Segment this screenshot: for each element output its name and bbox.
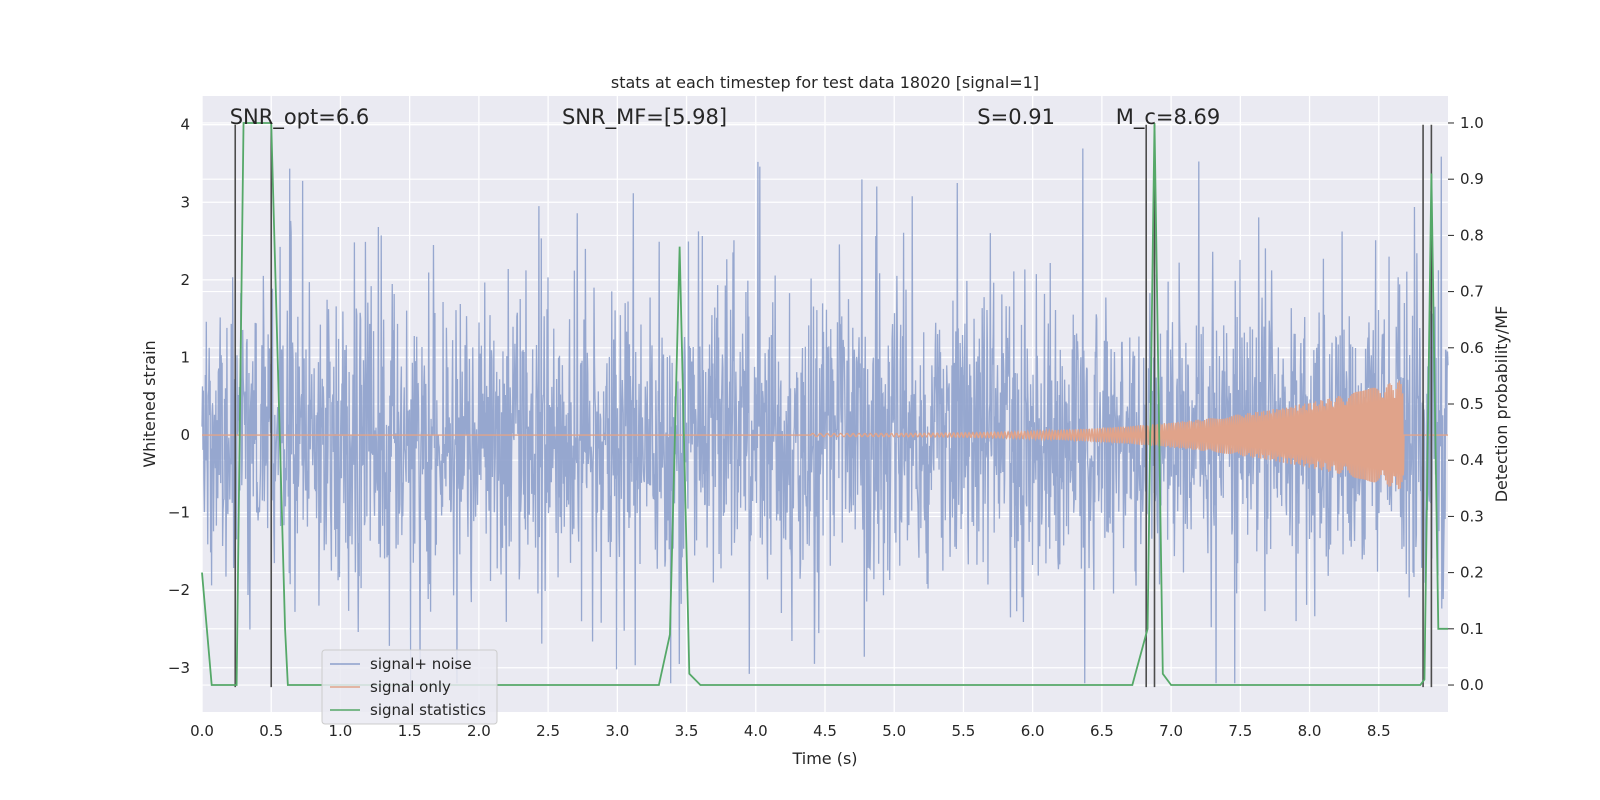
y-left-ticks: −3 −2 −1 0 1 2 3 4 <box>168 116 190 677</box>
x-tick-label: 0.5 <box>259 722 283 740</box>
y-right-tick-label: 0.9 <box>1460 170 1484 188</box>
y-right-tick-label: 0.0 <box>1460 676 1484 694</box>
y-left-tick-label: 1 <box>180 348 190 366</box>
signal-only-line <box>202 380 1448 490</box>
y-left-tick-label: −1 <box>168 504 190 522</box>
x-tick-label: 6.5 <box>1090 722 1114 740</box>
y-right-tick-label: 0.8 <box>1460 226 1484 244</box>
annotation-text: SNR_opt=6.6 <box>230 105 370 130</box>
chart-title: stats at each timestep for test data 180… <box>611 73 1039 92</box>
y-left-tick-label: −3 <box>168 659 190 677</box>
y-right-ticks: 0.0 0.1 0.2 0.3 0.4 0.5 0.6 0.7 0.8 0.9 1.0 <box>1448 114 1484 694</box>
vertical-markers <box>234 124 1433 688</box>
y-right-tick-label: 0.1 <box>1460 620 1484 638</box>
legend-label-signal-only: signal only <box>370 678 451 696</box>
y-left-tick-label: 0 <box>180 426 190 444</box>
y-right-tick-label: 0.6 <box>1460 339 1484 357</box>
signal-only-series <box>202 380 1448 490</box>
y-left-tick-label: 3 <box>180 193 190 211</box>
y-right-tick-label: 0.7 <box>1460 283 1484 301</box>
legend-box <box>321 649 498 725</box>
y-right-tick-label: 0.4 <box>1460 451 1484 469</box>
signal-statistics-series <box>201 122 1448 686</box>
x-axis-label: Time (s) <box>791 749 857 768</box>
x-tick-label: 7.5 <box>1228 722 1252 740</box>
x-tick-label: 2.0 <box>467 722 491 740</box>
y-right-tick-label: 0.2 <box>1460 564 1484 582</box>
x-tick-label: 4.5 <box>813 722 837 740</box>
y-left-axis-label: Whitened strain <box>140 340 159 467</box>
y-left-tick-label: −2 <box>168 581 190 599</box>
x-tick-label: 3.0 <box>605 722 629 740</box>
x-tick-label: 8.5 <box>1367 722 1391 740</box>
y-right-tick-label: 0.5 <box>1460 395 1484 413</box>
x-tick-label: 5.0 <box>882 722 906 740</box>
x-tick-label: 4.0 <box>744 722 768 740</box>
annotation-text: SNR_MF=[5.98] <box>562 105 727 130</box>
annotation-text: S=0.91 <box>977 105 1055 129</box>
x-tick-label: 7.0 <box>1159 722 1183 740</box>
y-left-tick-label: 2 <box>180 271 190 289</box>
x-tick-label: 1.5 <box>398 722 422 740</box>
y-left-tick-label: 4 <box>180 116 190 134</box>
annotations: SNR_opt=6.6 SNR_MF=[5.98] S=0.91 M_c=8.69 <box>230 105 1221 130</box>
annotation-text: M_c=8.69 <box>1116 105 1221 130</box>
x-tick-label: 8.0 <box>1298 722 1322 740</box>
x-tick-label: 0.0 <box>190 722 214 740</box>
x-tick-label: 6.0 <box>1021 722 1045 740</box>
signal-statistics-line <box>201 122 1448 686</box>
x-ticks: 0.0 0.5 1.0 1.5 2.0 2.5 3.0 3.5 4.0 4.5 5.0 5.5 6.0 6… <box>190 722 1391 740</box>
x-tick-label: 3.5 <box>675 722 699 740</box>
y-right-axis-label: Detection probability/MF <box>1492 306 1511 503</box>
x-tick-label: 1.0 <box>329 722 353 740</box>
y-right-tick-label: 1.0 <box>1460 114 1484 132</box>
legend-label-signal-noise: signal+ noise <box>370 655 472 673</box>
y-right-tick-label: 0.3 <box>1460 507 1484 525</box>
x-tick-label: 2.5 <box>536 722 560 740</box>
legend: signal+ noise signal only signal statist… <box>321 649 498 725</box>
legend-label-signal-statistics: signal statistics <box>370 701 486 719</box>
x-tick-label: 5.5 <box>952 722 976 740</box>
